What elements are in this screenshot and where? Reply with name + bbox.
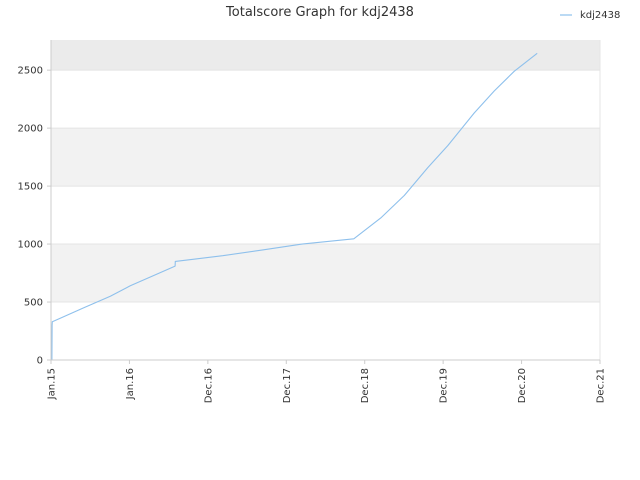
y-tick-label-2500: 2500 [18,66,43,77]
x-tick-labels: Jan.15 Jan.16 Dec.16 Dec.17 Dec.18 Dec.19 Dec.… [47,360,607,403]
y-tick-label-2000: 2000 [18,124,43,135]
legend-label-kdj2438: kdj2438 [580,10,620,21]
series-layer [51,52,538,361]
y-tick-label-1500: 1500 [18,182,43,193]
grid-band-500 [51,244,600,303]
x-tick-label-4: Dec.18 [360,368,371,403]
y-tick-label-500: 500 [24,298,43,309]
grid-band-1500 [51,128,600,187]
x-tick-label-6: Dec.20 [517,368,528,403]
grid-band-2500 [51,40,600,71]
x-tick-label-0: Jan.15 [47,368,58,400]
x-tick-label-1: Jan.16 [125,368,136,400]
series-line-kdj2438 [51,52,538,361]
grid-bands [51,40,600,303]
y-tick-label-0: 0 [37,356,43,367]
x-tick-label-3: Dec.17 [282,368,293,403]
legend[interactable]: kdj2438 [560,10,620,21]
grid-lines [51,69,600,361]
y-tick-labels: 0 500 1000 1500 2000 2500 [18,66,51,367]
x-tick-label-5: Dec.19 [439,368,450,403]
chart-title: Totalscore Graph for kdj2438 [225,5,414,20]
axes [50,40,601,361]
x-tick-label-2: Dec.16 [203,368,214,403]
x-tick-label-7: Dec.21 [596,368,607,403]
y-tick-label-1000: 1000 [18,240,43,251]
